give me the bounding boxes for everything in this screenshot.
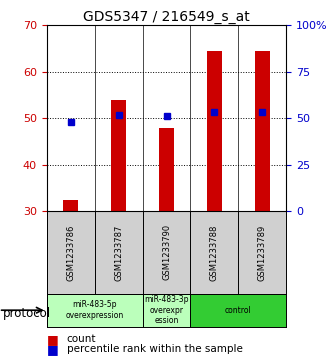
- Text: GSM1233790: GSM1233790: [162, 224, 171, 281]
- Bar: [255, 51, 270, 211]
- Bar: [47, 294, 143, 327]
- Bar: [63, 200, 78, 211]
- Text: miR-483-5p
overexpression: miR-483-5p overexpression: [66, 301, 124, 320]
- Text: GSM1233788: GSM1233788: [210, 224, 219, 281]
- Text: protocol: protocol: [3, 307, 52, 321]
- Text: percentile rank within the sample: percentile rank within the sample: [67, 344, 242, 354]
- Text: miR-483-3p
overexpr
ession: miR-483-3p overexpr ession: [144, 295, 189, 325]
- Text: control: control: [225, 306, 252, 315]
- Text: GSM1233786: GSM1233786: [66, 224, 75, 281]
- Text: ■: ■: [47, 343, 58, 356]
- Title: GDS5347 / 216549_s_at: GDS5347 / 216549_s_at: [83, 11, 250, 24]
- Text: GSM1233787: GSM1233787: [114, 224, 123, 281]
- Text: ■: ■: [47, 333, 58, 346]
- Bar: [159, 127, 174, 211]
- Bar: [207, 51, 222, 211]
- Text: GSM1233789: GSM1233789: [258, 224, 267, 281]
- Text: count: count: [67, 334, 96, 344]
- Bar: [111, 100, 126, 211]
- Bar: [143, 294, 190, 327]
- Bar: [190, 294, 286, 327]
